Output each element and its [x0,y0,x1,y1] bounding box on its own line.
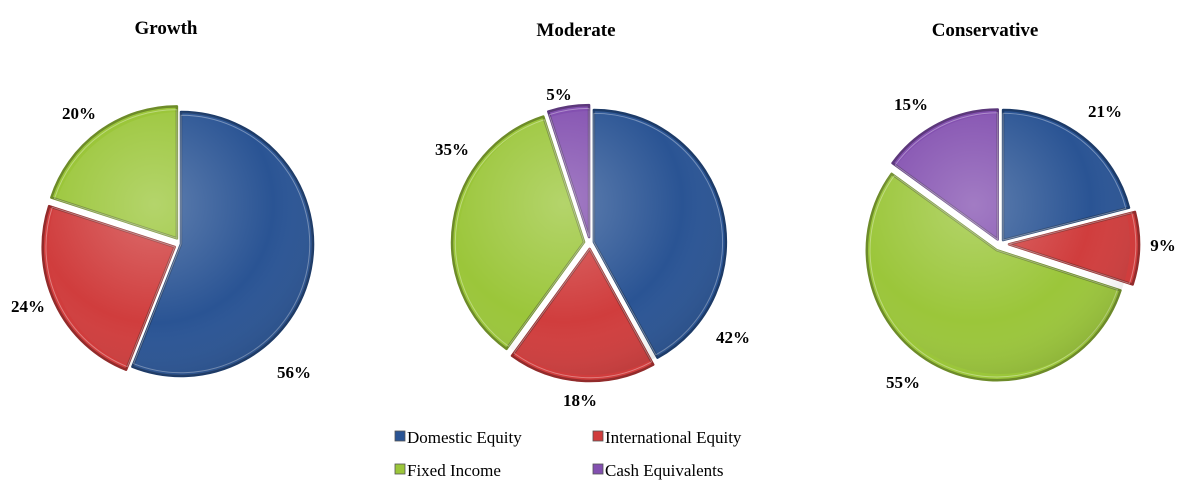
pie-conservative [865,108,1141,382]
chart-title-conservative: Conservative [932,20,1039,41]
legend-label-fixed-income: Fixed Income [407,461,501,480]
data-label-conservative-international: 9% [1150,236,1176,255]
data-label-moderate-domestic: 42% [716,328,750,347]
legend-swatch-fixed-income [394,463,406,475]
data-label-conservative-domestic: 21% [1088,102,1122,121]
chart-title-moderate: Moderate [536,20,615,41]
legend-swatch-cash-equivalents [592,463,604,475]
legend-item-international-equity: International Equity [592,428,742,447]
pie-growth [41,105,315,378]
legend-label-domestic-equity: Domestic Equity [407,428,522,447]
legend-item-domestic-equity: Domestic Equity [394,428,522,447]
data-label-moderate-fixed: 35% [435,140,469,159]
data-label-conservative-fixed: 55% [886,373,920,392]
legend-label-international-equity: International Equity [605,428,742,447]
data-label-moderate-cash: 5% [546,85,572,104]
legend-swatch-domestic-equity [394,430,406,442]
data-label-growth-fixed: 20% [62,104,96,123]
pie-moderate [450,103,728,383]
data-label-growth-domestic: 56% [277,363,311,382]
legend-item-cash-equivalents: Cash Equivalents [592,461,724,480]
legend-label-cash-equivalents: Cash Equivalents [605,461,724,480]
chart-title-growth: Growth [135,18,198,39]
legend-item-fixed-income: Fixed Income [394,461,501,480]
data-label-moderate-international: 18% [563,391,597,410]
legend-swatch-international-equity [592,430,604,442]
legend: Domestic Equity International Equity Fix… [394,428,742,480]
data-label-conservative-cash: 15% [894,95,928,114]
data-label-growth-international: 24% [11,297,45,316]
